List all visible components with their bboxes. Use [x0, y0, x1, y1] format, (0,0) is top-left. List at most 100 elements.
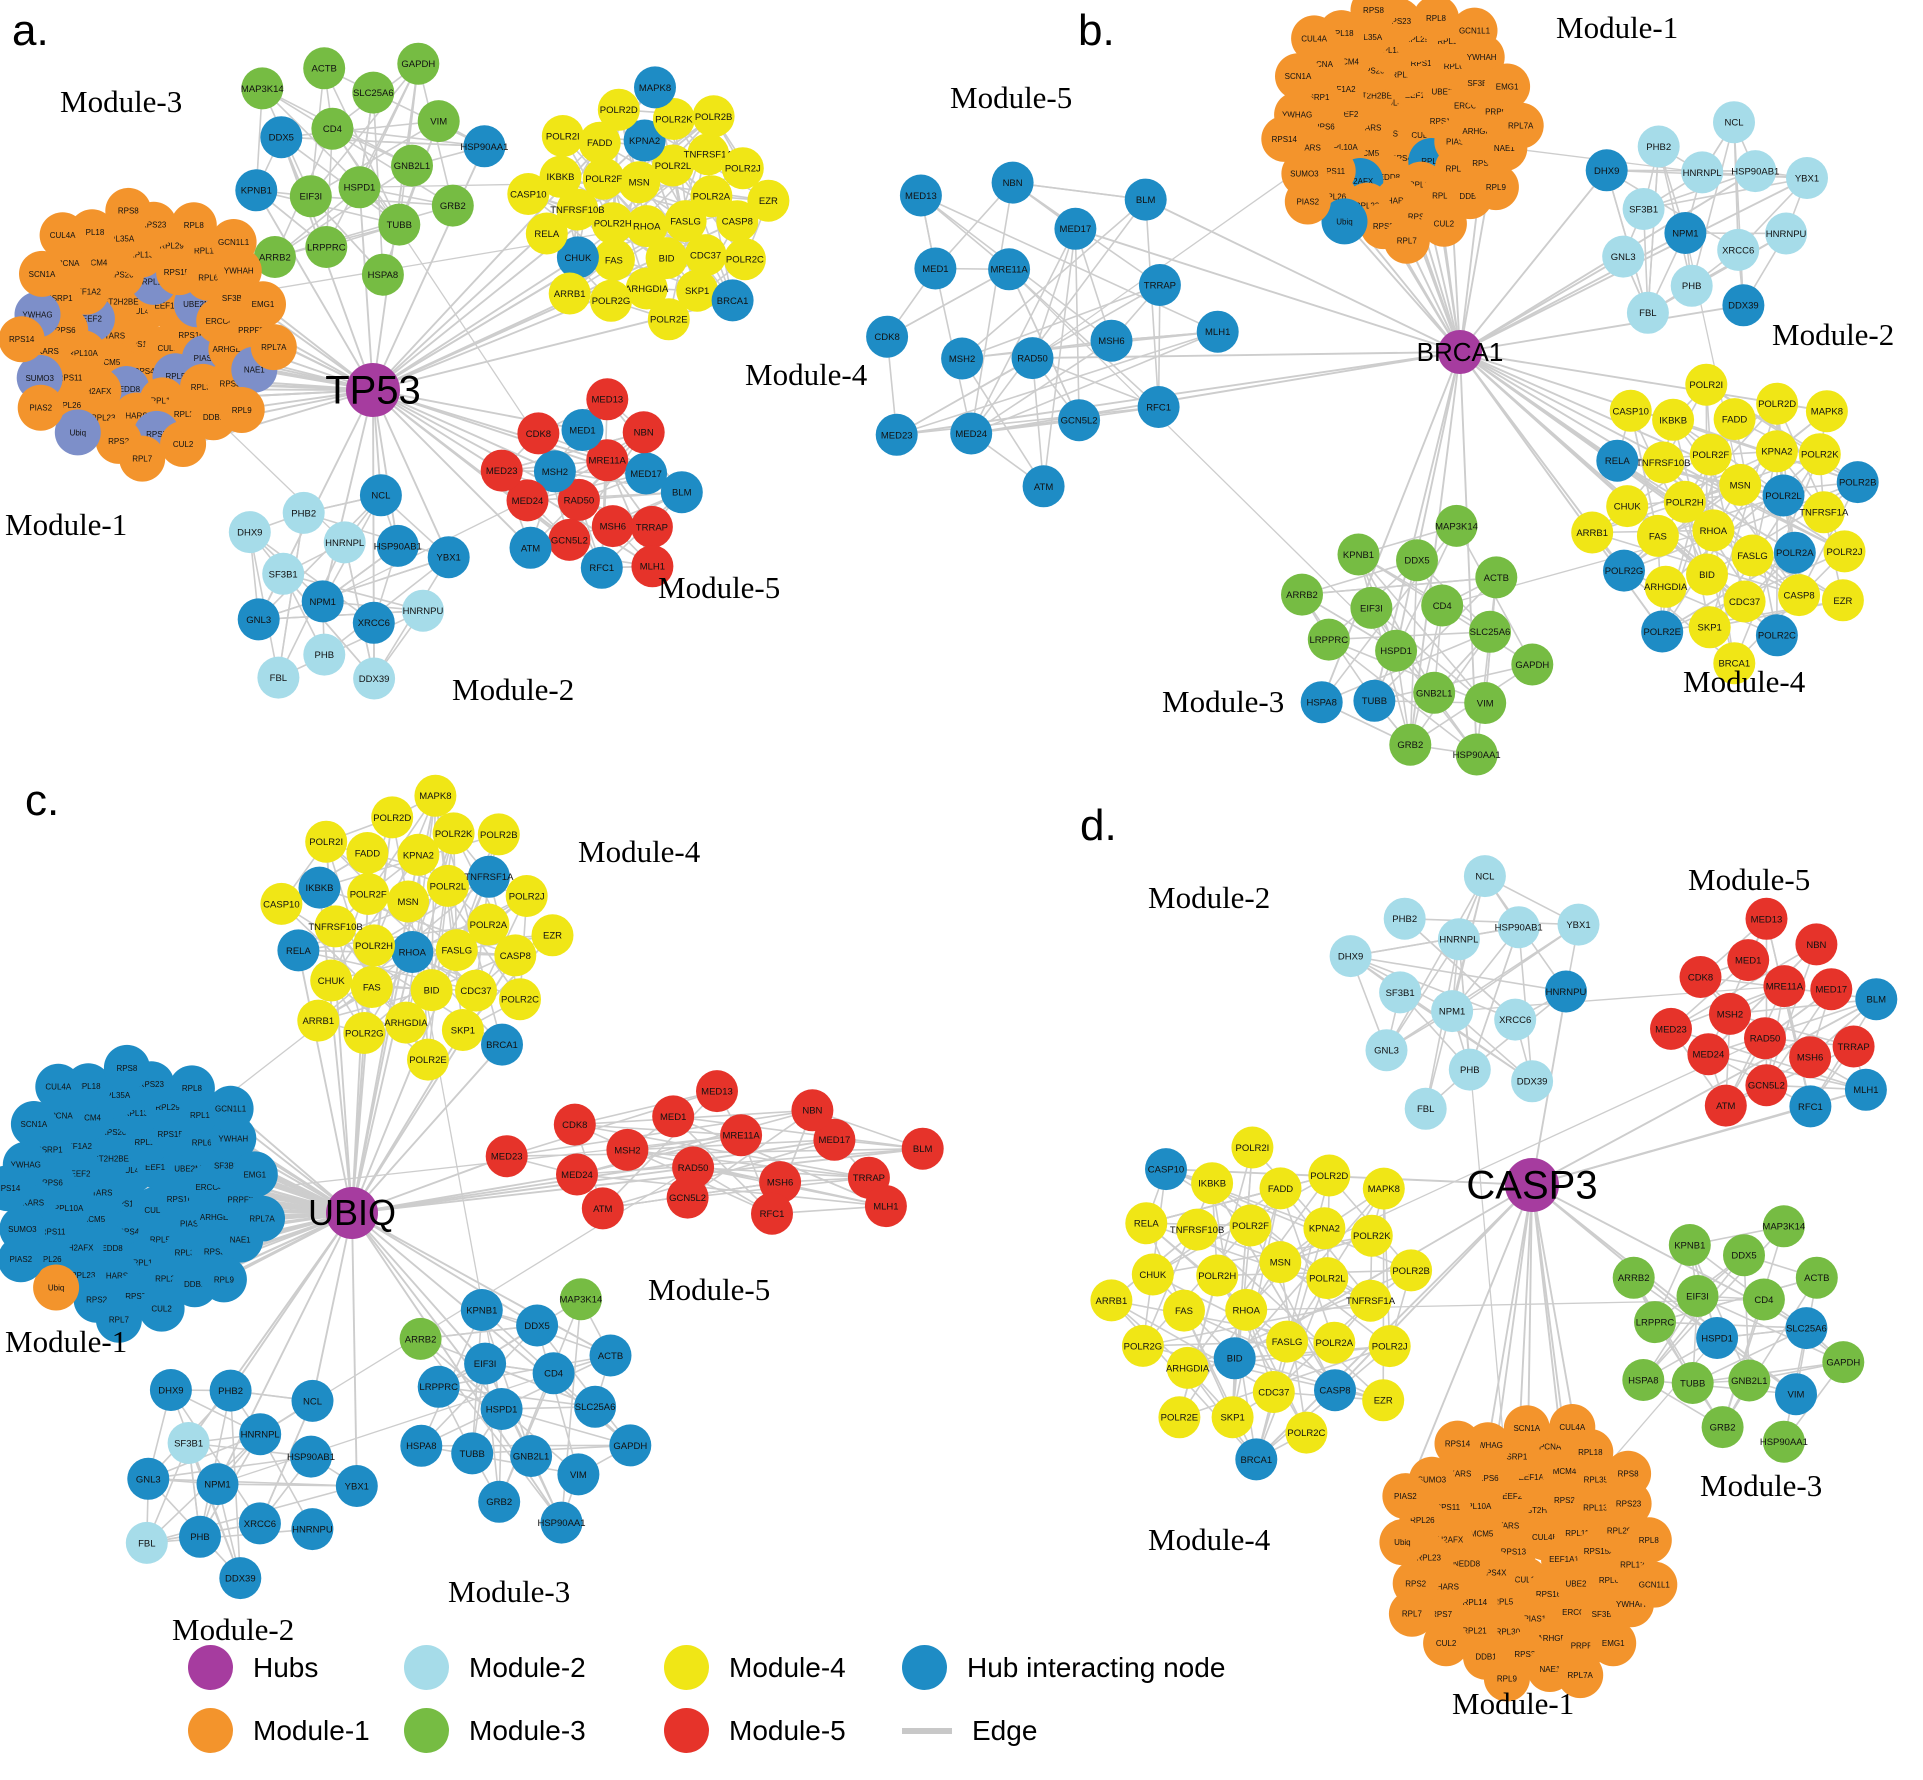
node-label: MSH6 — [1098, 336, 1124, 347]
node-label: KPNA2 — [629, 136, 660, 147]
legend-row-2: Module-1 Module-3 Module-5 Edge — [188, 1708, 1228, 1753]
node-label: POLR2K — [1801, 450, 1839, 461]
node-label: MCM5 — [1470, 1530, 1494, 1539]
node-label: GNL3 — [136, 1474, 161, 1485]
node-SF3B1: SF3B1 — [1379, 971, 1421, 1013]
module-label-d-module-1: Module-1 — [1452, 1686, 1574, 1721]
node-KPNB1: KPNB1 — [461, 1289, 503, 1331]
node-label: RPL8 — [184, 221, 205, 230]
node-label: RPS2 — [1405, 1579, 1426, 1588]
node-POLR2G: POLR2G — [1603, 550, 1645, 592]
node-label: POLR2E — [1161, 1413, 1199, 1424]
node-label: POLR2D — [1758, 399, 1796, 410]
node-RFC1: RFC1 — [1789, 1085, 1831, 1127]
node-CUL4A: CUL4A — [40, 212, 86, 258]
node-label: CUL2 — [1434, 220, 1455, 229]
module-label-b-module-5: Module-5 — [950, 80, 1072, 115]
node-label: RAD50 — [1750, 1034, 1781, 1045]
node-KPNA2: KPNA2 — [1756, 430, 1798, 472]
node-HNRNPU: HNRNPU — [291, 1508, 333, 1550]
node-HSPA8: HSPA8 — [1622, 1359, 1664, 1401]
hub-label: UBIQ — [308, 1192, 396, 1233]
node-EZR: EZR — [1822, 579, 1864, 621]
node-label: POLR2D — [373, 813, 411, 824]
node-GRB2: GRB2 — [432, 185, 474, 227]
node-CASP8: CASP8 — [1314, 1369, 1356, 1411]
node-HSPA8: HSPA8 — [400, 1425, 442, 1467]
node-MED1: MED1 — [914, 248, 956, 290]
node-GNB2L1: GNB2L1 — [1728, 1360, 1770, 1402]
node-label: POLR2G — [345, 1028, 384, 1039]
node-label: MAP3K14 — [241, 84, 284, 95]
node-label: TRRAP — [636, 522, 668, 533]
node-SF3B1: SF3B1 — [1623, 188, 1665, 230]
node-label: RPL9 — [214, 1275, 235, 1284]
node-POLR2H: POLR2H — [1664, 481, 1706, 523]
node-label: MAPK8 — [1368, 1184, 1400, 1195]
node-VIM: VIM — [1464, 682, 1506, 724]
node-label: MRE11A — [990, 265, 1028, 276]
node-label: PHB — [190, 1532, 210, 1543]
node-MED13: MED13 — [586, 378, 628, 420]
node-label: RPS8 — [1363, 6, 1384, 15]
node-SCN1A: SCN1A — [1504, 1405, 1550, 1451]
legend-label: Edge — [972, 1715, 1037, 1747]
node-label: DDX39 — [1728, 301, 1759, 312]
node-EIF3I: EIF3I — [1677, 1275, 1719, 1317]
node-FBL: FBL — [1405, 1088, 1447, 1130]
legend-label: Hub interacting node — [967, 1652, 1225, 1684]
node-label: RAD50 — [678, 1163, 709, 1174]
node-GNB2L1: GNB2L1 — [510, 1435, 552, 1477]
node-label: CDC37 — [690, 251, 721, 262]
node-PIAS2: PIAS2 — [1382, 1473, 1428, 1519]
node-NCL: NCL — [1713, 101, 1755, 143]
node-label: RPS8 — [116, 1064, 137, 1073]
node-label: BRCA1 — [717, 296, 749, 307]
node-FAS: FAS — [1637, 515, 1679, 557]
node-label: POLR2J — [509, 891, 545, 902]
node-MAPK8: MAPK8 — [414, 775, 456, 817]
node-POLR2L: POLR2L — [1763, 475, 1805, 517]
node-label: VIM — [430, 117, 447, 128]
node-HNRNPU: HNRNPU — [1765, 213, 1807, 255]
node-label: MAP3K14 — [1435, 521, 1478, 532]
node-label: TUBB — [1362, 696, 1387, 707]
node-HNRNPL: HNRNPL — [1681, 151, 1723, 193]
node-HNRNPU: HNRNPU — [1545, 971, 1587, 1013]
node-label: PHB2 — [1646, 142, 1671, 153]
node-label: RPL7 — [1402, 1610, 1423, 1619]
node-HSP90AB1: HSP90AB1 — [374, 525, 422, 567]
node-label: HARS — [1437, 1582, 1459, 1591]
node-NCL: NCL — [292, 1380, 334, 1422]
node-POLR2I: POLR2I — [1231, 1127, 1273, 1169]
node-label: MED13 — [1751, 914, 1783, 925]
node-label: POLR2J — [725, 164, 761, 175]
node-NPM1: NPM1 — [1664, 212, 1706, 254]
node-label: POLR2H — [594, 219, 632, 230]
node-label: HNRNPL — [325, 538, 364, 549]
node-label: CHUK — [564, 253, 592, 264]
node-MAPK8: MAPK8 — [1806, 390, 1848, 432]
node-label: POLR2B — [1392, 1266, 1430, 1277]
module-label-a-module-5: Module-5 — [658, 570, 780, 605]
node-label: IKBKB — [1659, 415, 1687, 426]
node-label: SLC25A6 — [575, 1402, 616, 1413]
node-label: EIF3I — [1686, 1291, 1709, 1302]
node-label: ACTB — [1484, 573, 1509, 584]
node-MED13: MED13 — [900, 175, 942, 217]
node-MED23: MED23 — [481, 450, 523, 492]
node-label: MED24 — [1693, 1050, 1725, 1061]
node-label: CHUK — [318, 976, 346, 987]
node-label: LRPPRC — [1636, 1318, 1675, 1329]
node-label: MED17 — [1060, 224, 1092, 235]
node-label: Ubiq — [70, 428, 86, 437]
node-RELA: RELA — [526, 213, 568, 255]
node-DDX39: DDX39 — [1722, 284, 1764, 326]
node-label: RPL6 — [198, 274, 219, 283]
node-MSN: MSN — [1719, 464, 1761, 506]
node-label: POLR2D — [1310, 1171, 1348, 1182]
node-label: POLR2K — [655, 114, 693, 125]
node-HSP90AA1: HSP90AA1 — [537, 1502, 585, 1544]
node-label: HSPA8 — [368, 270, 398, 281]
node-SKP1: SKP1 — [1212, 1396, 1254, 1438]
